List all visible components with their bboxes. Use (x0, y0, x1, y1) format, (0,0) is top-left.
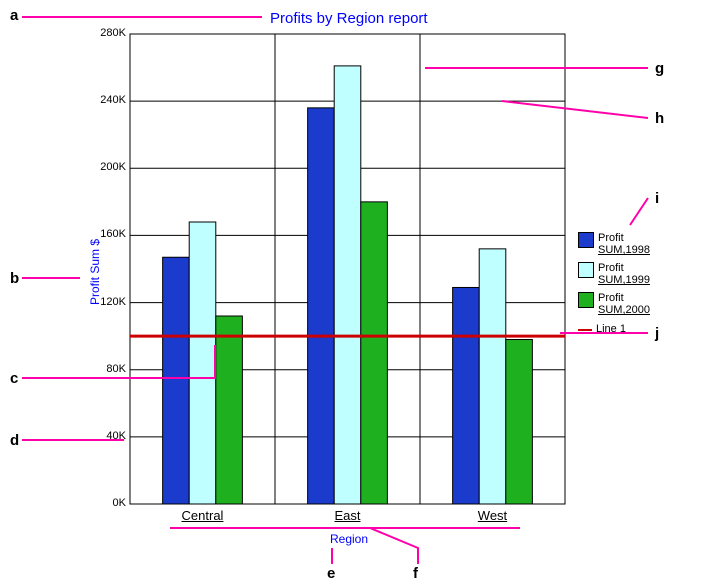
legend-line-swatch (578, 329, 592, 331)
annotation-f: f (413, 565, 418, 582)
legend-text: ProfitSUM,1999 (598, 262, 650, 286)
y-tick-label: 200K (90, 161, 126, 173)
legend-item: Line 1 (578, 323, 650, 335)
y-tick-label: 0K (90, 497, 126, 509)
y-tick-label: 280K (90, 27, 126, 39)
legend-text: ProfitSUM,2000 (598, 292, 650, 316)
annotation-a: a (10, 7, 18, 24)
annotation-c: c (10, 370, 18, 387)
legend-swatch (578, 292, 594, 308)
legend-item: ProfitSUM,2000 (578, 292, 650, 316)
legend-swatch (578, 262, 594, 278)
legend-text: ProfitSUM,1998 (598, 232, 650, 256)
legend-item: ProfitSUM,1998 (578, 232, 650, 256)
y-tick-label: 160K (90, 228, 126, 240)
legend-swatch (578, 232, 594, 248)
x-tick-label: Central (130, 508, 275, 523)
annotation-g: g (655, 60, 664, 77)
annotation-b: b (10, 270, 19, 287)
legend-text: Line 1 (596, 323, 626, 335)
y-tick-label: 240K (90, 94, 126, 106)
y-tick-label: 80K (90, 363, 126, 375)
y-tick-label: 120K (90, 296, 126, 308)
annotation-e: e (327, 565, 335, 582)
x-tick-label: East (275, 508, 420, 523)
x-tick-label: West (420, 508, 565, 523)
legend-item: ProfitSUM,1999 (578, 262, 650, 286)
y-tick-label: 40K (90, 430, 126, 442)
annotation-j: j (655, 325, 659, 342)
annotation-d: d (10, 432, 19, 449)
legend: ProfitSUM,1998 ProfitSUM,1999 ProfitSUM,20… (578, 232, 650, 341)
annotation-h: h (655, 110, 664, 127)
annotation-i: i (655, 190, 659, 207)
